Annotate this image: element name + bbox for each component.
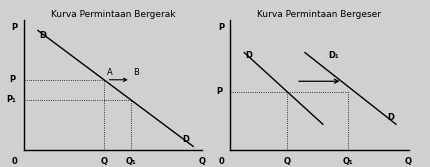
Title: Kurva Permintaan Bergerak: Kurva Permintaan Bergerak <box>51 10 175 19</box>
Title: Kurva Permintaan Bergeser: Kurva Permintaan Bergeser <box>257 10 381 19</box>
Text: P: P <box>9 75 15 84</box>
Text: P₁: P₁ <box>6 95 15 104</box>
Text: P: P <box>218 23 224 32</box>
Text: A: A <box>107 68 112 77</box>
Text: Q₁: Q₁ <box>343 157 353 166</box>
Text: Q₁: Q₁ <box>126 157 136 166</box>
Text: Q: Q <box>101 157 108 166</box>
Text: D₁: D₁ <box>328 51 339 60</box>
Text: Q: Q <box>199 157 206 166</box>
Text: 0: 0 <box>218 157 224 166</box>
Text: Q: Q <box>284 157 291 166</box>
Text: P: P <box>216 87 222 96</box>
Text: D: D <box>245 51 252 60</box>
Text: D: D <box>182 135 190 144</box>
Text: P: P <box>12 23 18 32</box>
Text: D: D <box>387 113 394 122</box>
Text: 0: 0 <box>12 157 18 166</box>
Text: Q: Q <box>405 157 412 166</box>
Text: B: B <box>133 68 139 77</box>
Text: D: D <box>40 31 47 40</box>
